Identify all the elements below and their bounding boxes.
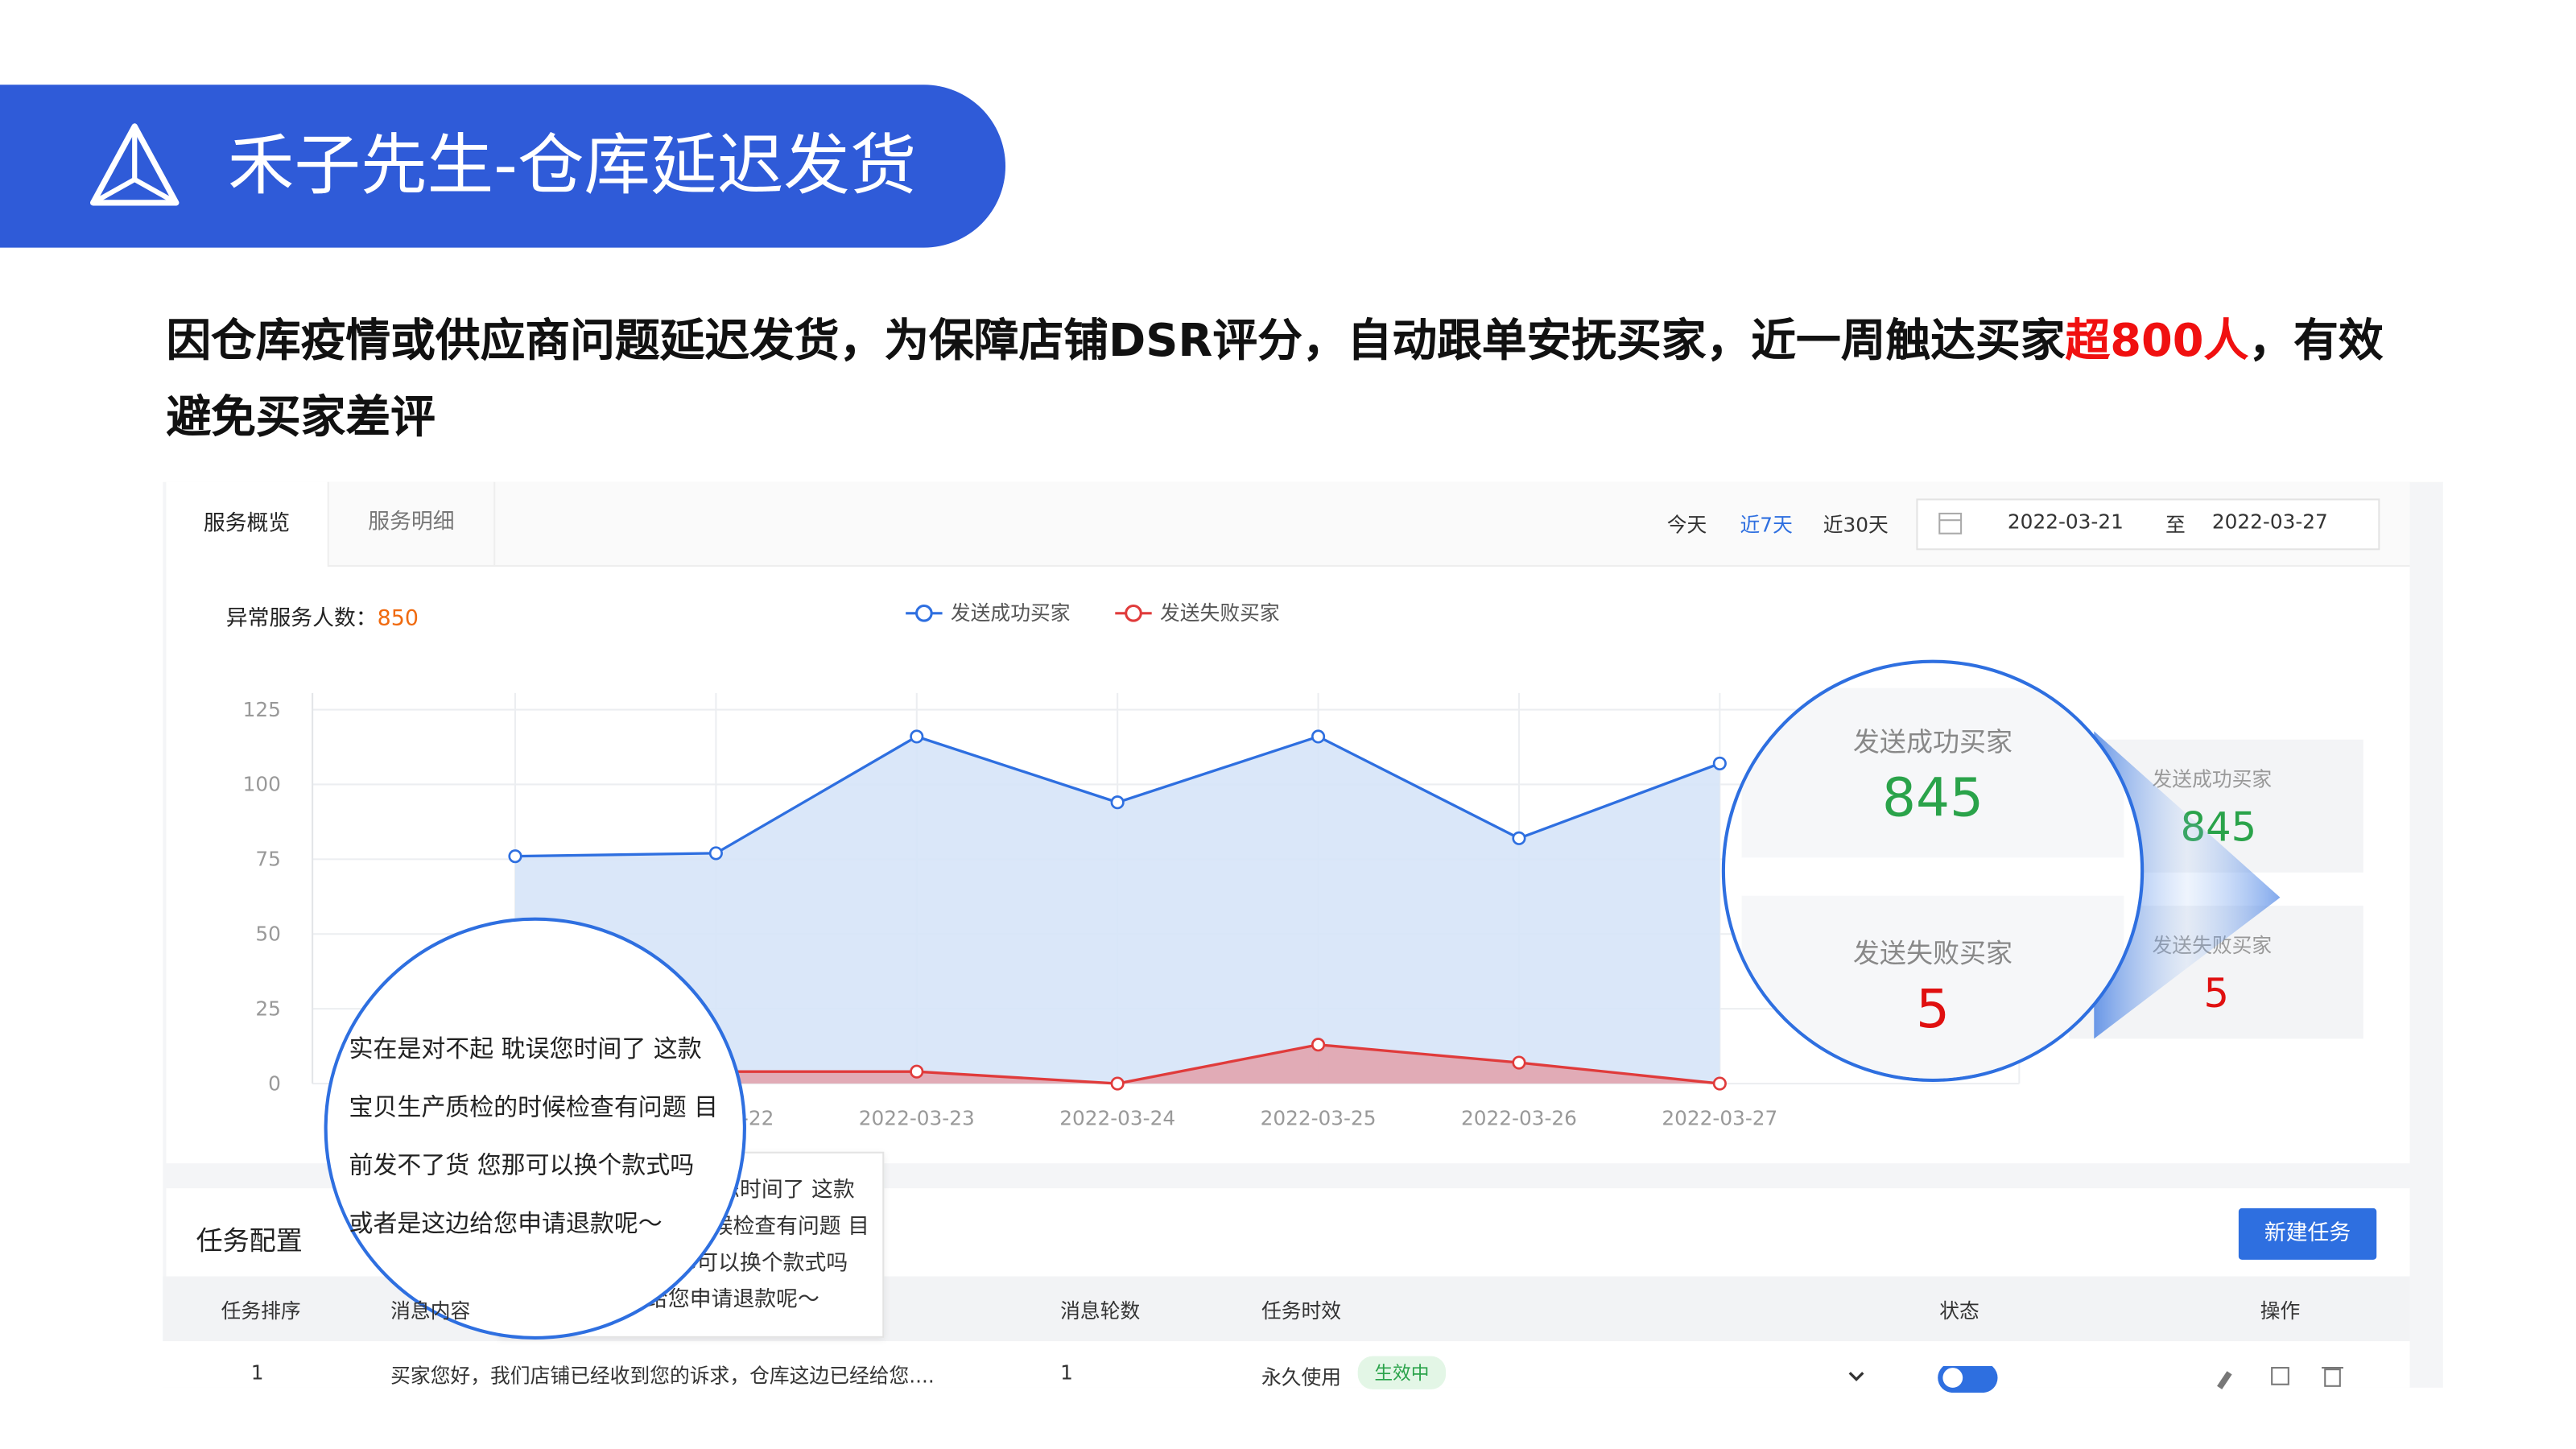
point (1512, 831, 1526, 845)
cell: 永久使用 (1261, 1366, 1342, 1389)
column-header: 状态 (1939, 1299, 1979, 1323)
intro-highlight: 超800人 (2065, 316, 2249, 368)
intro: 因仓库疫情或供应商问题延迟发货，为保障店铺DSR评分，自动跟单安抚买家，近一周触… (166, 304, 2401, 457)
y-tick-label: 100 (243, 773, 281, 796)
range[interactable]: 近7天 (1740, 513, 1793, 537)
legend-marker (1125, 604, 1142, 622)
area-fill (514, 736, 1720, 1084)
title: 禾子先生-仓库延迟发货 (227, 127, 917, 204)
column-header: 消息轮数 (1060, 1299, 1141, 1323)
new-task-button[interactable]: 新建任务 (2238, 1208, 2377, 1260)
stat-card (1741, 895, 2124, 1079)
y-tick-label: 125 (243, 698, 281, 721)
logo (89, 123, 180, 206)
summary: 异常服务人数：850 (225, 600, 419, 632)
date-end: 2022-03-27 (2211, 510, 2328, 534)
stat-value: 5 (1915, 976, 1951, 1041)
point (508, 849, 522, 864)
y-tick-label: 0 (268, 1071, 281, 1095)
stat-value: 5 (2203, 970, 2230, 1018)
x-tick-label: 2022-03-24 (1059, 1107, 1175, 1130)
point (1712, 1076, 1727, 1091)
column-header: 任务排序 (221, 1299, 301, 1323)
point (910, 729, 924, 744)
point (1712, 756, 1727, 770)
status-tag: 生效中 (1357, 1356, 1447, 1389)
intro-text: ，有效避免买家差评 (166, 316, 2384, 444)
tab[interactable]: 服务概览 (166, 481, 328, 567)
date-picker[interactable] (1916, 498, 2380, 551)
magnifier: 发送成功买家 845 发送失败买家 5 (1721, 659, 2145, 1082)
column-header: 任务时效 (1261, 1299, 1342, 1323)
x-tick-label: 2022-03-26 (1461, 1107, 1577, 1130)
range[interactable]: 近30天 (1823, 513, 1889, 537)
range[interactable]: 今天 (1666, 513, 1707, 537)
point (1110, 1076, 1125, 1091)
legend-marker (915, 604, 933, 622)
point (1311, 729, 1326, 744)
x-tick-label: 2022-03-25 (1261, 1107, 1377, 1130)
point (1110, 795, 1125, 810)
point (910, 1064, 924, 1079)
cell: 买家您好，我们店铺已经收到您的诉求，仓库这边已经给您.... (390, 1364, 935, 1388)
y-tick-label: 25 (255, 997, 281, 1020)
point (1311, 1038, 1326, 1052)
y-tick-label: 50 (255, 923, 281, 946)
stat-card (1741, 687, 2124, 858)
calendar-icon (1938, 512, 1963, 535)
bubble-line: 前发不了货 您那可以换个款式吗 (349, 1153, 695, 1180)
bubble-line: 宝贝生产质检的时候检查有问题 目 (349, 1095, 719, 1122)
table-row (163, 1341, 2410, 1388)
intro-text: 因仓库疫情或供应商问题延迟发货，为保障店铺DSR评分，自动跟单安抚买家，近一周触… (166, 316, 2066, 368)
cell: 1 (250, 1360, 264, 1385)
cell: 1 (1060, 1360, 1073, 1385)
summary-value: 850 (377, 606, 419, 632)
bubble: 实在是对不起 耽误您时间了 这款 宝贝生产质检的时候检查有问题 目前发不了货 您那… (324, 917, 746, 1340)
stat-label: 发送成功买家 (2152, 767, 2273, 791)
section-title: 任务配置 (196, 1224, 303, 1257)
zoom-cone (2094, 731, 2281, 1039)
legend-label: 发送成功买家 (951, 601, 1071, 625)
tab[interactable]: 服务明细 (327, 481, 496, 565)
y-tick-label: 75 (255, 848, 281, 871)
bubble-line: 或者是这边给您申请退款呢～ (349, 1212, 663, 1239)
x-tick-label: 2022-03-23 (859, 1107, 975, 1130)
point (1512, 1055, 1526, 1070)
point (708, 846, 723, 861)
column-header: 操作 (2260, 1299, 2301, 1323)
legend-label: 发送失败买家 (1160, 601, 1280, 625)
banner (0, 85, 1006, 248)
column-header: 消息内容 (390, 1299, 471, 1323)
stat-value: 845 (1881, 766, 1984, 830)
bubble-line: 实在是对不起 耽误您时间了 这款 (349, 1037, 702, 1064)
date-sep: 至 (2165, 513, 2186, 537)
row-icons[interactable] (2260, 1363, 2360, 1389)
summary-label: 异常服务人数： (225, 606, 378, 632)
stat-label: 发送失败买家 (1852, 937, 2013, 969)
x-tick-label: 2022-03-27 (1662, 1107, 1777, 1130)
row-controls[interactable] (1845, 1366, 2244, 1393)
stat-label: 发送成功买家 (1852, 726, 2013, 758)
date-start: 2022-03-21 (2007, 510, 2124, 534)
